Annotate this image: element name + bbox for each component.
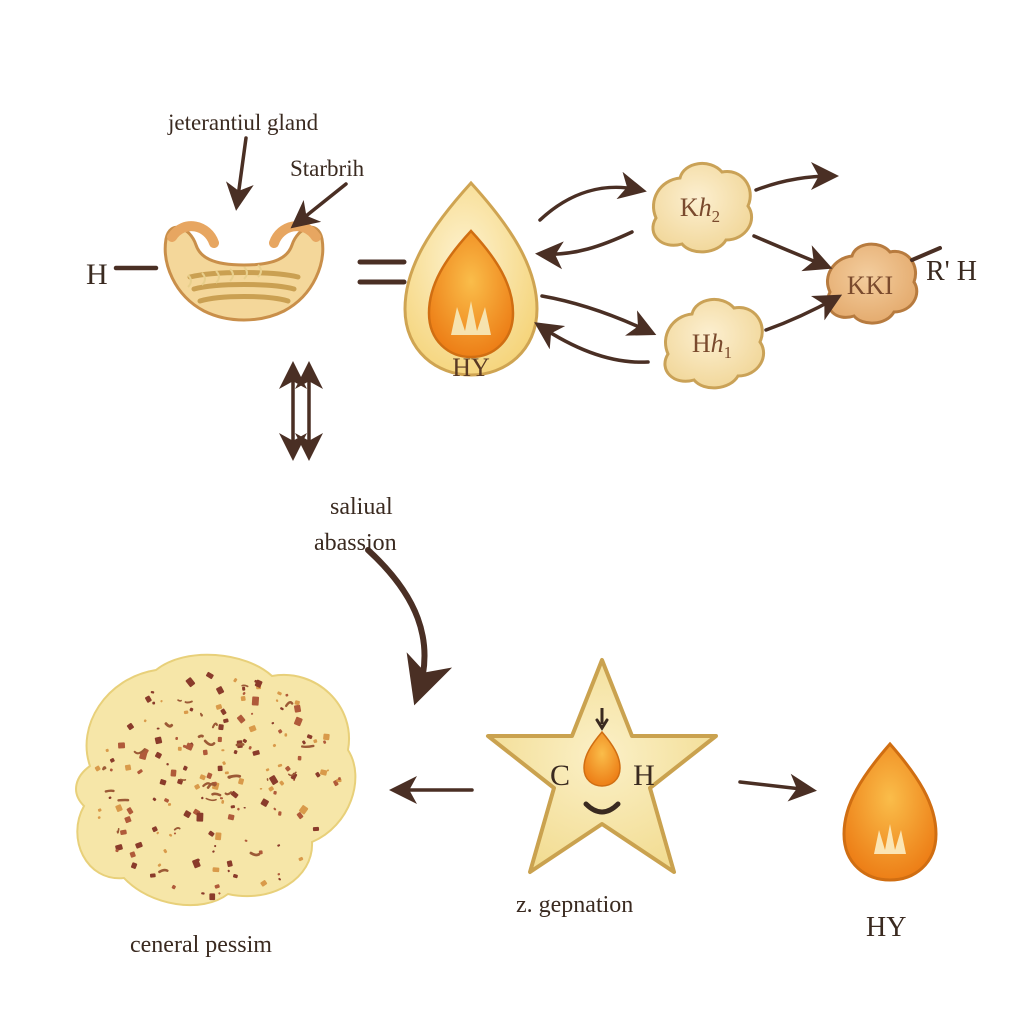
arrow-a-hh1-kki <box>766 298 836 330</box>
node-label-kh2: Kh2 <box>680 193 720 227</box>
drop-icon <box>405 183 537 375</box>
diagram-svg <box>0 0 1024 1024</box>
diagram-stage: jeterantiul gland Starbrih H R' H saliual aba… <box>0 0 1024 1024</box>
label-z-gepnation: z. gepnation <box>516 892 633 919</box>
node-label-hy-drop: HY <box>452 353 490 383</box>
arrow-a-drop-hh1 <box>542 296 650 332</box>
node-label-hh1: Hh1 <box>692 329 732 363</box>
arrow-a-kh2-kki <box>754 236 826 266</box>
gland-icon <box>165 226 322 320</box>
label-jeterantiul: jeterantiul gland <box>168 110 318 136</box>
arrow-a-kh2-out <box>756 176 832 190</box>
arrow-a-drop-kh2 <box>540 187 640 220</box>
arrow-a-hh1-drop <box>540 326 648 362</box>
label-saliual2: abassion <box>314 530 397 557</box>
label-hy-bottom: HY <box>866 912 906 944</box>
arrow-a-double-down <box>293 368 309 454</box>
arrow-a-gland-top <box>237 138 246 204</box>
arrow-a-big-curve <box>368 550 425 694</box>
drop-small-icon <box>844 744 936 880</box>
node-label-star-h: H <box>633 759 655 793</box>
node-label-kki: KKI <box>847 271 893 301</box>
label-starbrih: Starbrih <box>290 156 364 182</box>
arrow-a-starbrih <box>296 184 346 224</box>
label-rh-right: R' H <box>926 256 977 288</box>
node-label-star-c: C <box>550 759 570 793</box>
label-h-left: H <box>86 258 108 292</box>
speckled-blob-icon <box>76 655 355 905</box>
label-ceneral: ceneral pessim <box>130 932 272 959</box>
label-saliual1: saliual <box>330 494 393 521</box>
arrow-a-kh2-drop <box>542 232 632 254</box>
arrow-a-star-drop <box>740 782 810 790</box>
star-icon <box>488 660 716 872</box>
